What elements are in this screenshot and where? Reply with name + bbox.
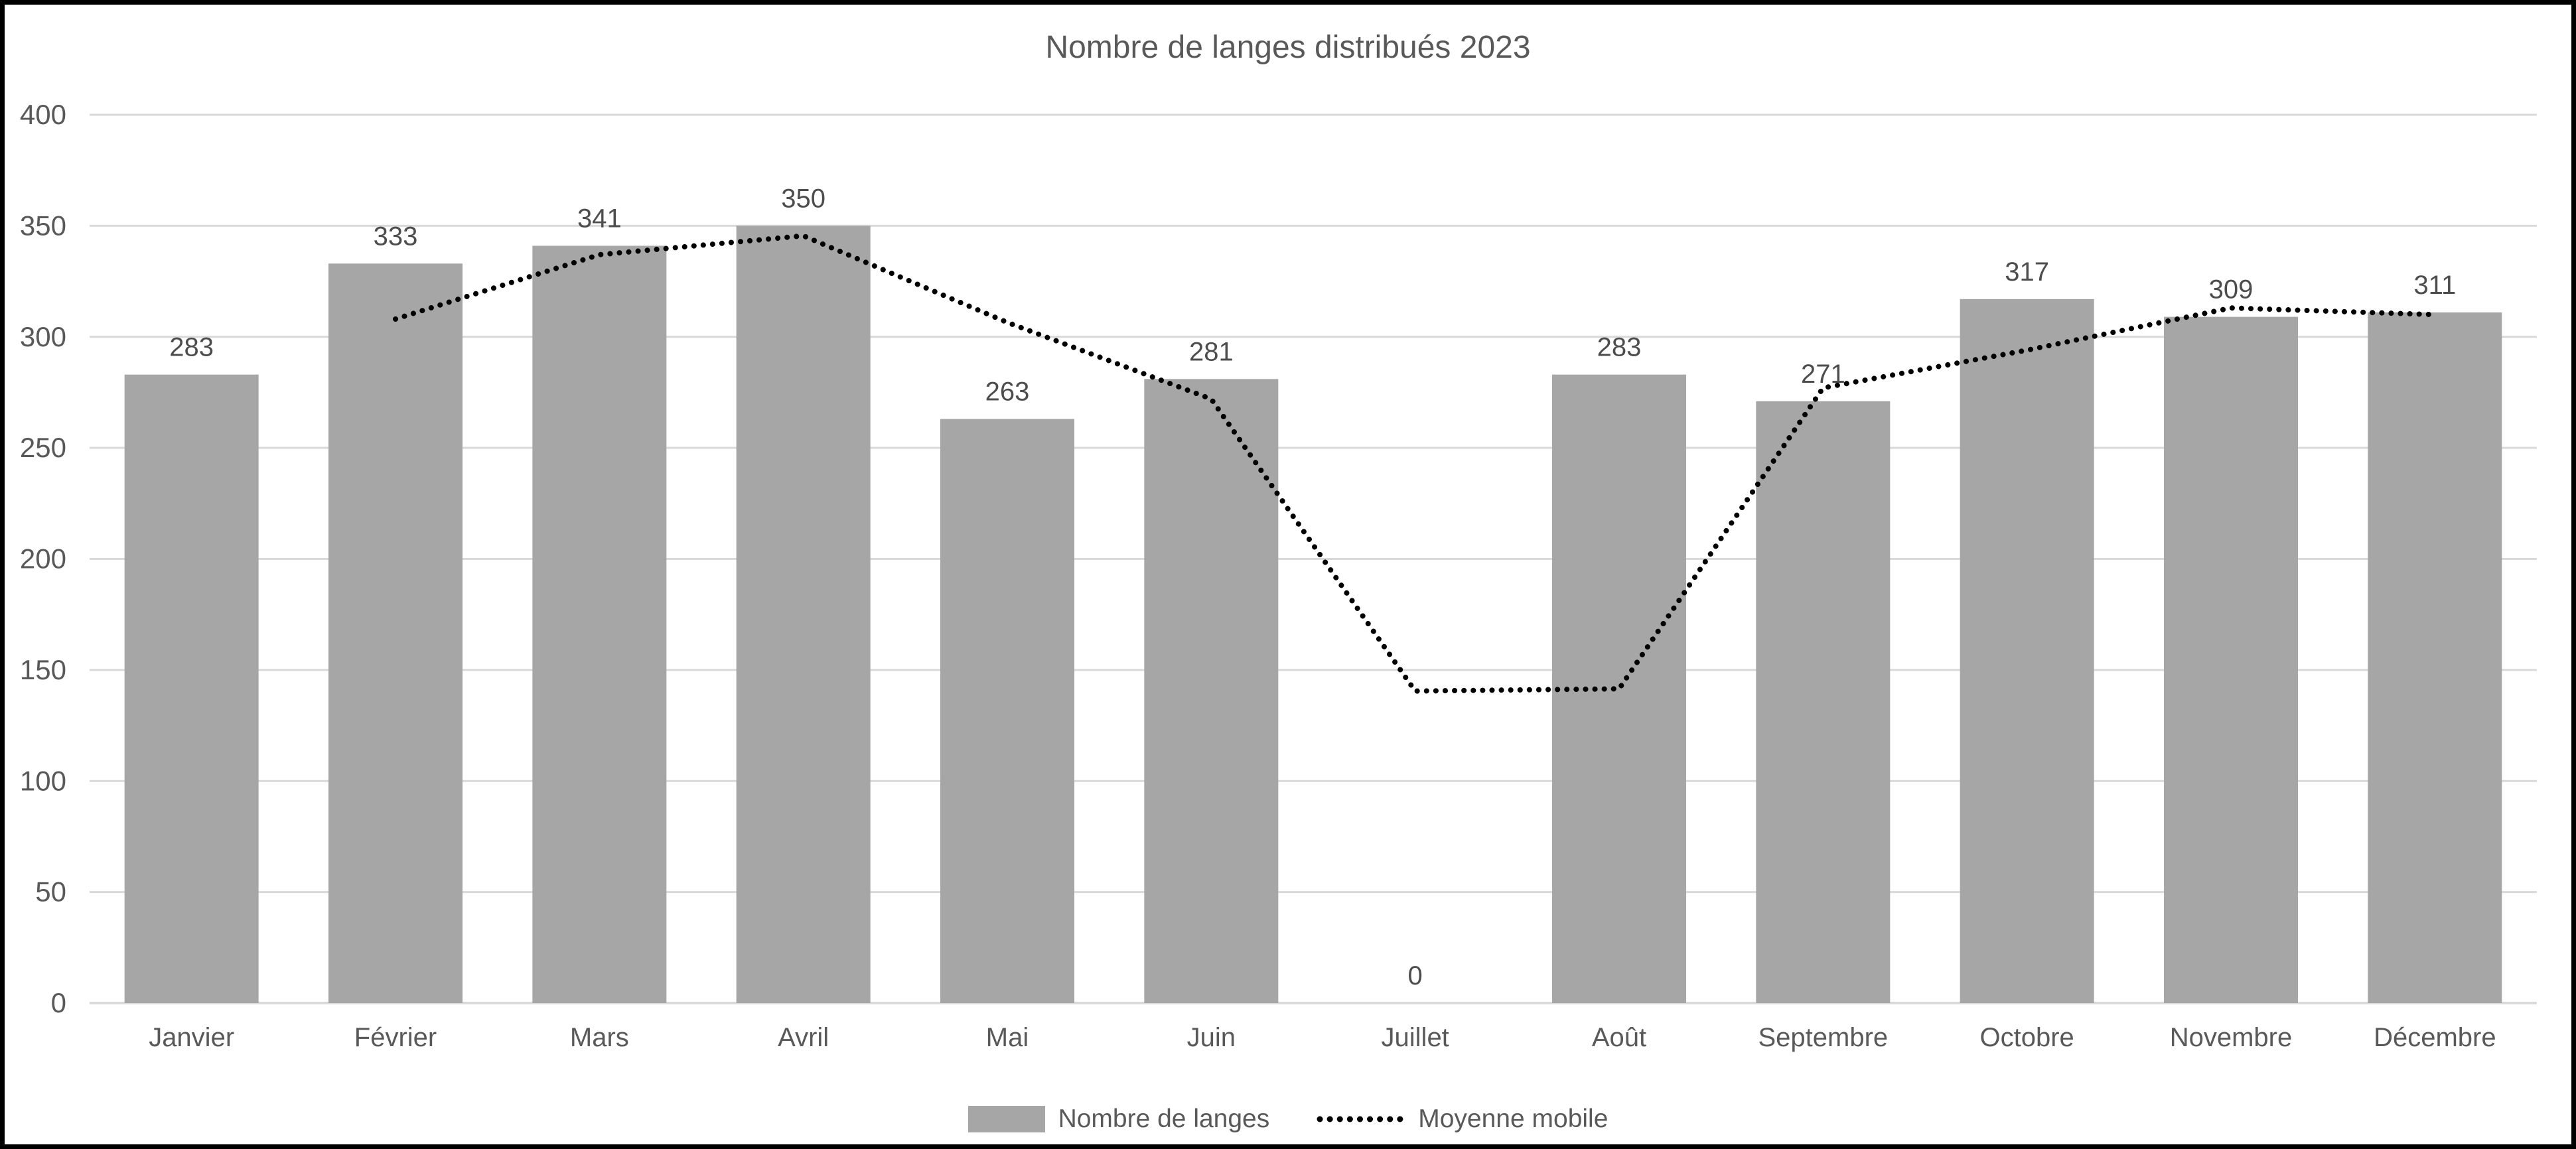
bar-value-label-avril: 350 (781, 184, 825, 213)
bar-value-label-novembre: 309 (2209, 275, 2254, 304)
legend-label-bars: Nombre de langes (1058, 1105, 1270, 1133)
legend-item-bars: Nombre de langes (967, 1105, 1270, 1134)
x-axis-label-juillet: Juillet (1382, 1023, 1449, 1052)
chart-title: Nombre de langes distribués 2023 (1045, 30, 1531, 65)
chart-legend: Nombre de langes Moyenne mobile (0, 1096, 2576, 1142)
bar-janvier (124, 374, 259, 1003)
y-axis-tick-100: 100 (20, 765, 66, 796)
bar-value-label-janvier: 283 (169, 333, 214, 362)
x-axis-label-janvier: Janvier (149, 1023, 234, 1052)
bar-décembre (2368, 312, 2502, 1003)
y-axis-tick-200: 200 (20, 543, 66, 574)
moving-average-dotted-line (393, 233, 2438, 694)
y-axis-tick-150: 150 (20, 654, 66, 685)
y-axis-tick-250: 250 (20, 432, 66, 463)
legend-label-moving-average: Moyenne mobile (1418, 1105, 1609, 1133)
bar-value-label-mai: 263 (985, 377, 1030, 407)
legend-swatch-dotted-line-icon (1317, 1116, 1404, 1122)
bar-novembre (2164, 316, 2298, 1003)
bar-février (328, 263, 463, 1004)
bar-août (1552, 374, 1686, 1003)
bar-mars (532, 245, 667, 1004)
y-axis-tick-0: 0 (51, 987, 66, 1018)
bar-octobre (1960, 299, 2094, 1003)
y-axis-tick-350: 350 (20, 210, 66, 241)
bar-value-label-mars: 341 (577, 204, 622, 234)
legend-swatch-bar (967, 1106, 1045, 1132)
bar-juin (1144, 379, 1279, 1003)
x-axis-label-décembre: Décembre (2374, 1023, 2496, 1052)
y-axis-tick-400: 400 (20, 99, 66, 130)
bar-avril (736, 226, 871, 1003)
bar-value-label-octobre: 317 (2005, 257, 2049, 287)
x-axis-label-septembre: Septembre (1758, 1023, 1888, 1052)
bar-value-label-décembre: 311 (2413, 271, 2456, 300)
bar-value-label-juillet: 0 (1408, 961, 1423, 990)
x-axis-label-novembre: Novembre (2170, 1023, 2293, 1052)
bar-septembre (1756, 401, 1891, 1003)
legend-item-moving-average: Moyenne mobile (1316, 1105, 1608, 1134)
bar-mai (940, 419, 1074, 1003)
bar-value-label-juin: 281 (1189, 337, 1234, 366)
x-axis-label-juin: Juin (1187, 1023, 1236, 1052)
y-axis-tick-300: 300 (20, 321, 66, 352)
x-axis-label-mai: Mai (986, 1023, 1029, 1052)
x-axis-label-mars: Mars (570, 1023, 629, 1052)
x-axis-label-avril: Avril (778, 1023, 829, 1052)
y-axis-tick-50: 50 (35, 876, 66, 908)
x-axis-label-février: Février (354, 1023, 437, 1052)
bar-value-label-août: 283 (1597, 333, 1642, 362)
x-axis-label-octobre: Octobre (1980, 1023, 2074, 1052)
x-axis-label-août: Août (1592, 1023, 1646, 1052)
bar-value-label-février: 333 (374, 222, 418, 251)
